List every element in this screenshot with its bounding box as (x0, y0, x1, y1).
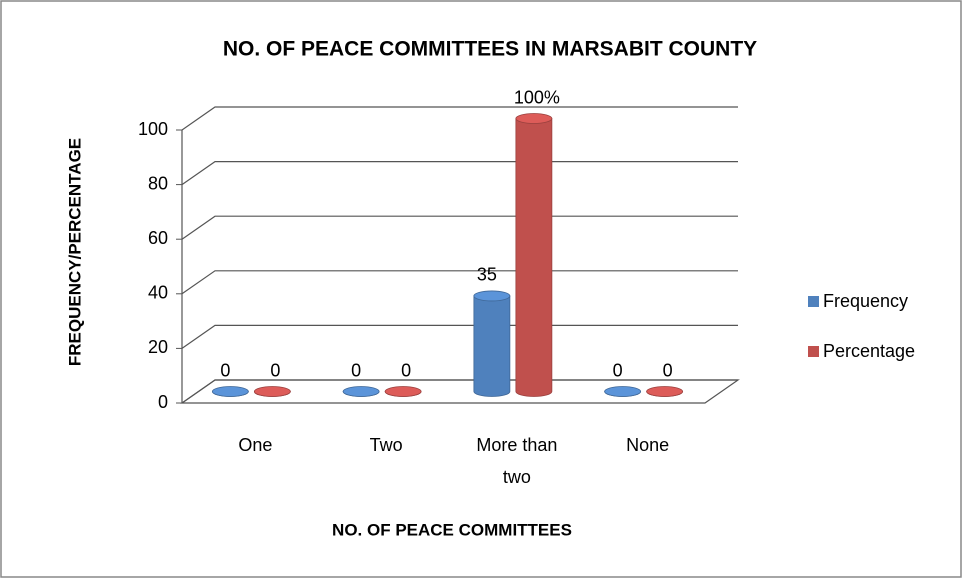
data-label: 0 (220, 360, 230, 380)
y-tick-label: 0 (158, 392, 168, 412)
data-label: 0 (351, 360, 361, 380)
y-tick-label: 40 (148, 283, 168, 303)
data-label: 0 (663, 360, 673, 380)
grid-line (181, 270, 738, 295)
grid-line (181, 379, 738, 404)
data-label: 35 (477, 265, 497, 285)
y-tick-label: 100 (138, 119, 168, 139)
bar (473, 295, 511, 397)
data-label: 100% (514, 87, 560, 107)
x-tick-label: More than two (476, 435, 557, 487)
data-label: 0 (270, 360, 280, 380)
y-axis-title: FREQUENCY/PERCENTAGE (65, 138, 84, 366)
x-axis-title: NO. OF PEACE COMMITTEES (332, 520, 572, 539)
data-label: 0 (401, 360, 411, 380)
y-tick-label: 60 (148, 228, 168, 248)
bar-top (646, 386, 684, 397)
legend-swatch (808, 296, 819, 307)
y-tick-label: 20 (148, 337, 168, 357)
x-tick-label: None (626, 435, 669, 455)
y-tick-label: 80 (148, 173, 168, 193)
legend-label: Percentage (823, 341, 915, 361)
bar-top (253, 386, 291, 397)
bar-top (515, 113, 553, 124)
data-label: 0 (613, 360, 623, 380)
chart-title: NO. OF PEACE COMMITTEES IN MARSABIT COUN… (223, 38, 757, 61)
grid-line (181, 106, 738, 131)
grid-line (181, 161, 738, 186)
bar-top (604, 386, 642, 397)
x-tick-label: One (238, 435, 272, 455)
bar-top (211, 386, 249, 397)
legend-swatch (808, 346, 819, 357)
x-tick-label: Two (370, 435, 403, 455)
grid-line (181, 324, 738, 349)
bar-top (473, 290, 511, 302)
bar (515, 118, 553, 397)
grid-line (181, 215, 738, 240)
bar-top (342, 386, 380, 397)
bar-top (384, 386, 422, 397)
legend-label: Frequency (823, 291, 908, 311)
